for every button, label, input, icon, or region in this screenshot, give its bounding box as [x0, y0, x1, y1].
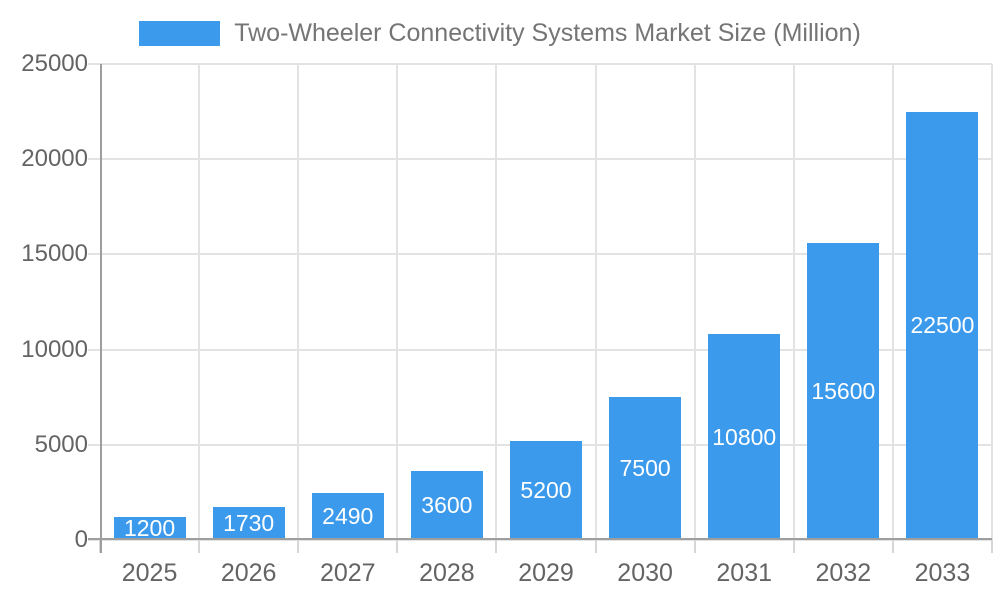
bar-value-label: 7500: [619, 455, 671, 482]
bar-2030[interactable]: 7500: [609, 397, 682, 540]
legend: Two-Wheeler Connectivity Systems Market …: [0, 19, 1000, 48]
bar-value-label: 2490: [322, 502, 374, 529]
x-gridline: [594, 64, 597, 540]
x-tick-label: 2026: [220, 559, 277, 587]
x-axis-tick: [991, 540, 993, 553]
bar-value-label: 22500: [910, 312, 975, 339]
bar-value-label: 15600: [811, 377, 876, 404]
x-gridline: [792, 64, 795, 540]
bar-2033[interactable]: 22500: [906, 111, 979, 540]
y-tick-label: 10000: [21, 335, 88, 363]
legend-item[interactable]: Two-Wheeler Connectivity Systems Market …: [139, 19, 861, 48]
plot-area: 0 5000 10000 15000 20000 25000 1200 2025 1730 202…: [21, 50, 993, 587]
x-tick-label: 2025: [121, 559, 178, 587]
y-tick-label: 0: [74, 526, 88, 553]
x-axis-tick: [891, 540, 894, 553]
bar-2032[interactable]: 15600: [807, 242, 880, 540]
y-tick-label: 25000: [21, 50, 88, 77]
x-gridline: [198, 64, 201, 540]
x-axis-tick: [693, 540, 696, 553]
x-axis-line: [88, 538, 992, 540]
x-axis-tick: [198, 540, 201, 553]
x-gridline: [991, 64, 993, 540]
bar-2028[interactable]: 3600: [410, 471, 483, 540]
x-tick-label: 2029: [518, 559, 574, 587]
x-gridline: [396, 64, 399, 540]
legend-swatch: [139, 21, 221, 46]
x-axis-tick: [594, 540, 597, 553]
x-axis-tick: [792, 540, 795, 553]
bar-2027[interactable]: 2490: [311, 492, 384, 540]
bar-value-label: 5200: [520, 477, 572, 503]
x-tick-label: 2030: [617, 559, 673, 587]
x-gridline: [891, 64, 894, 540]
x-tick-label: 2031: [716, 559, 773, 587]
x-axis-tick: [297, 540, 300, 553]
bar-value-label: 3600: [421, 492, 473, 519]
y-gridline: [88, 158, 992, 161]
bar-value-label: 1730: [223, 510, 275, 537]
x-tick-label: 2028: [419, 559, 475, 587]
x-tick-label: 2033: [914, 559, 971, 587]
x-gridline: [495, 64, 498, 540]
legend-label: Two-Wheeler Connectivity Systems Market …: [234, 19, 861, 47]
bar-value-label: 1200: [123, 515, 176, 542]
y-gridline: [88, 348, 992, 351]
y-tick-label: 15000: [21, 240, 88, 268]
x-tick-label: 2032: [815, 559, 872, 587]
bar-2026[interactable]: 1730: [212, 507, 285, 540]
bar-value-label: 10800: [712, 423, 777, 450]
y-tick-label: 5000: [34, 430, 88, 458]
y-gridline: [88, 63, 992, 65]
x-gridline: [297, 64, 300, 540]
bar-2029[interactable]: 5200: [510, 441, 582, 540]
x-tick-label: 2027: [319, 559, 376, 587]
x-gridline: [693, 64, 696, 540]
y-gridline: [88, 539, 992, 541]
y-axis-line: [100, 64, 102, 553]
y-tick-label: 20000: [21, 145, 88, 173]
x-axis-tick: [396, 540, 399, 553]
x-axis-tick: [495, 540, 498, 553]
bar-2025[interactable]: 1200: [113, 515, 186, 542]
bar-2031[interactable]: 10800: [708, 334, 781, 540]
y-gridline: [88, 253, 992, 256]
